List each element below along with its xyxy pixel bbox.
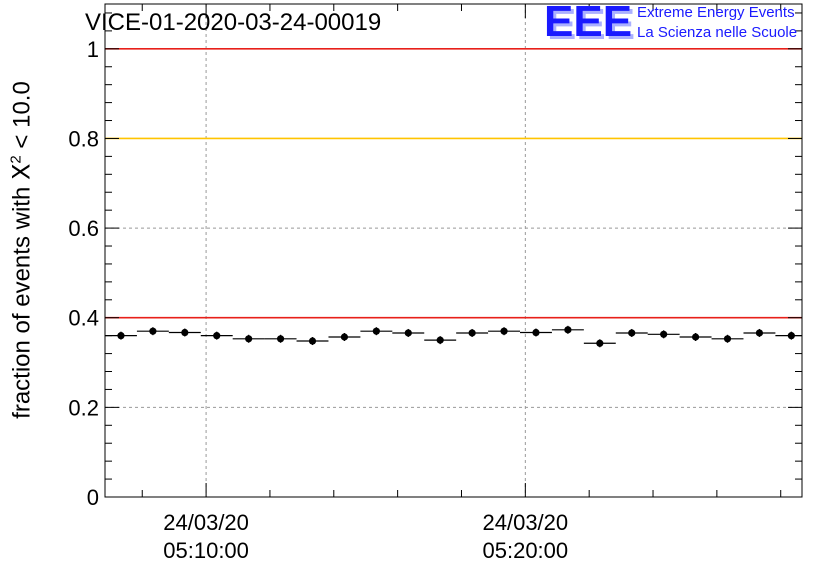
data-points [105,325,802,348]
grid-lines [105,4,802,497]
y-tick-label: 0.6 [68,216,99,241]
y-tick-label: 1 [87,37,99,62]
data-point [596,339,604,347]
data-point [340,333,349,341]
data-point [691,333,700,341]
y-axis-label: fraction of events with X2 < 10.0 [8,81,37,419]
y-tick-label: 0.4 [68,306,99,331]
data-point [117,332,125,340]
data-point [276,335,285,343]
eee-logo: EEE EEE [544,0,635,44]
data-point [500,327,508,335]
data-point [468,329,476,337]
data-point [564,326,572,334]
y-axis-label-superscript: 2 [7,155,25,164]
y-axis-label-prefix: fraction of events with [8,180,36,419]
data-point [404,329,412,337]
logo-caption: Extreme Energy Events La Scienza nelle S… [637,3,797,43]
data-point [628,329,636,337]
data-point [372,327,380,335]
x-tick-date-label: 24/03/20 [163,510,249,535]
data-point [755,329,764,337]
y-tick-label: 0.8 [68,126,99,151]
chart-title: VICE-01-2020-03-24-00019 [85,9,382,36]
x-tick-time-label: 05:20:00 [483,538,569,563]
y-axis-label-symbol: X [7,163,36,181]
logo-caption-line2: La Scienza nelle Scuole [637,24,798,41]
logo-shadow: EEE [547,0,635,44]
plot-frame [104,3,803,498]
axis-ticks [105,4,802,498]
tick-labels: 0 0.2 0.4 0.6 0.8 1 24/03/20 05:10:00 24/03/20 05… [68,37,568,563]
data-point [723,335,732,343]
data-point [149,327,157,335]
data-point [245,335,253,343]
data-point [532,328,540,337]
logo-caption-line1: Extreme Energy Events [637,4,795,21]
data-point [787,332,795,340]
data-point [213,332,221,340]
data-point [181,328,189,337]
y-axis-label-suffix: < 10.0 [8,81,36,156]
y-tick-label: 0.2 [68,395,99,420]
data-point [660,330,668,338]
data-point [436,336,444,344]
data-point [308,337,317,345]
y-tick-label: 0 [87,485,99,510]
reference-lines [105,48,802,319]
x-tick-date-label: 24/03/20 [483,510,569,535]
x-tick-time-label: 05:10:00 [163,538,249,563]
logo-text: EEE [544,0,632,44]
